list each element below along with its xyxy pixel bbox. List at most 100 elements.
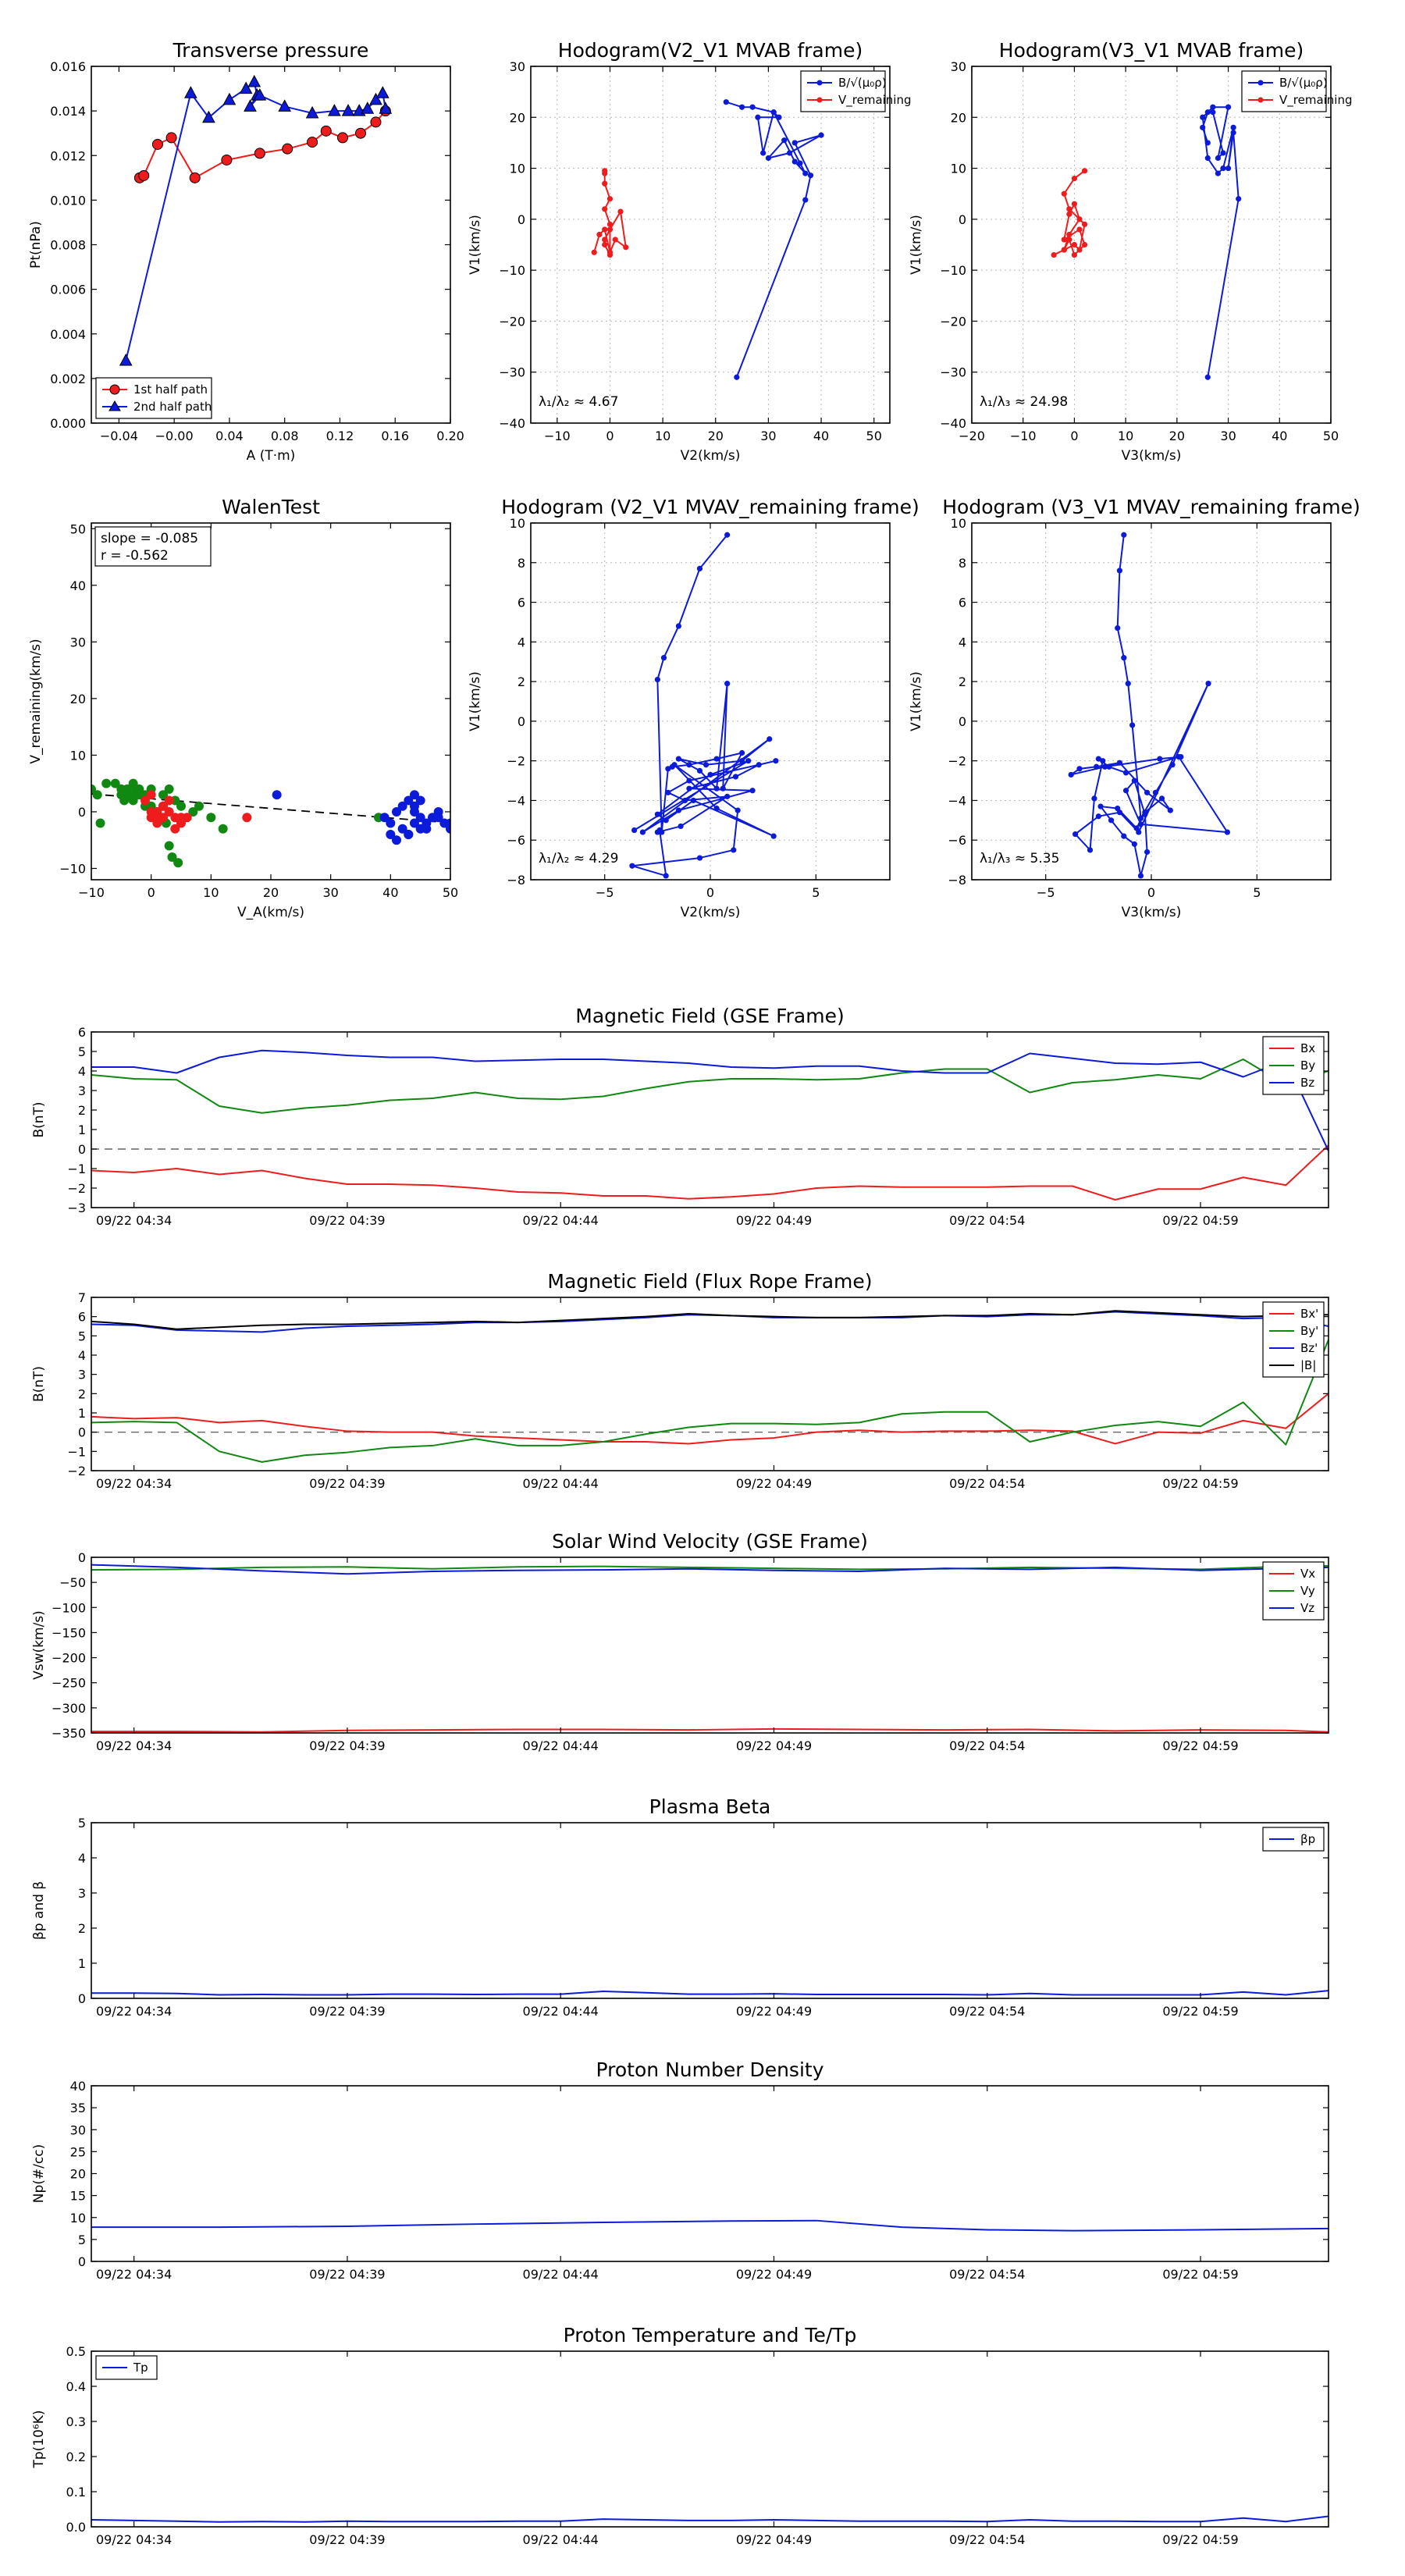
y-axis-label: V1(km/s) xyxy=(468,215,483,275)
y-tick-label: 30 xyxy=(510,59,525,74)
y-tick-label: −2 xyxy=(948,754,966,769)
data-point xyxy=(606,221,614,227)
data-point xyxy=(1167,807,1173,813)
y-axis-label: V1(km/s) xyxy=(909,671,924,731)
y-tick-label: −4 xyxy=(948,793,966,808)
x-tick-label: 09/22 04:34 xyxy=(96,1213,172,1228)
x-tick-label: 5 xyxy=(812,885,820,900)
series-line-0 xyxy=(91,2219,1329,2232)
data-point xyxy=(696,855,703,861)
data-point xyxy=(1116,568,1123,574)
x-tick-label: 40 xyxy=(1272,429,1287,443)
y-tick-label: 5 xyxy=(78,1816,86,1831)
chart-beta: 09/22 04:34 09/22 04:39 09/22 04:44 09/22 0… xyxy=(31,1795,1329,2019)
y-axis-label: Pt(nPa) xyxy=(28,221,44,269)
x-tick-label: 20 xyxy=(263,885,279,900)
y-tick-label: 6 xyxy=(959,596,966,610)
series-line-0 xyxy=(91,2515,1329,2523)
data-point xyxy=(379,101,393,114)
series-line-1 xyxy=(91,1059,1329,1114)
data-point xyxy=(802,170,809,176)
data-point xyxy=(128,795,138,806)
data-point xyxy=(738,758,745,764)
series-line-0 xyxy=(631,534,777,877)
x-tick-label: 40 xyxy=(382,885,398,900)
y-tick-label: 10 xyxy=(951,162,966,176)
data-point xyxy=(242,813,252,823)
data-point xyxy=(1200,124,1206,130)
x-tick-label: 09/22 04:39 xyxy=(309,1213,385,1228)
data-point xyxy=(1121,655,1127,661)
annotation-text: r = -0.562 xyxy=(101,548,169,564)
data-point xyxy=(392,835,401,845)
data-point xyxy=(665,766,671,772)
legend-marker xyxy=(1257,80,1264,86)
chart-tp: −0.04 −0.00 0.04 0.08 0.12 0.16 0.20 0.000 0.002… xyxy=(28,39,464,464)
y-tick-label: 20 xyxy=(70,2167,86,2182)
data-point xyxy=(791,158,798,165)
data-point xyxy=(606,196,614,202)
x-tick-label: 09/22 04:49 xyxy=(736,2532,812,2547)
axes-frame xyxy=(971,66,1332,424)
y-tick-label: 30 xyxy=(951,59,966,74)
data-point xyxy=(361,101,375,114)
data-point xyxy=(606,251,614,258)
y-tick-label: 2 xyxy=(518,674,525,689)
data-point xyxy=(1071,201,1078,207)
data-point xyxy=(422,824,432,834)
data-point xyxy=(1204,374,1211,380)
data-point xyxy=(802,197,809,203)
data-point xyxy=(176,801,186,811)
data-point xyxy=(1106,763,1112,770)
data-point xyxy=(1200,114,1206,120)
chart-tp2: 09/22 04:34 09/22 04:39 09/22 04:44 09/22 0… xyxy=(31,2324,1329,2547)
data-point xyxy=(776,114,782,120)
data-point xyxy=(1204,140,1211,146)
x-tick-label: 0 xyxy=(606,429,614,443)
data-point xyxy=(1071,241,1078,248)
y-tick-label: 30 xyxy=(70,635,86,649)
data-point xyxy=(732,774,739,780)
data-point xyxy=(1133,825,1140,831)
y-axis-label: Vsw(km/s) xyxy=(31,1610,47,1680)
x-tick-label: 10 xyxy=(1118,429,1133,443)
y-tick-label: 4 xyxy=(518,635,525,649)
x-tick-label: 50 xyxy=(443,885,458,900)
x-tick-label: 09/22 04:44 xyxy=(523,2267,599,2282)
legend-label: V_remaining xyxy=(1279,93,1353,108)
data-point xyxy=(222,92,237,105)
axes-frame xyxy=(91,1297,1329,1471)
y-tick-label: 0 xyxy=(959,212,966,227)
data-point xyxy=(1066,237,1072,243)
data-point xyxy=(119,353,133,366)
y-tick-label: −8 xyxy=(507,873,525,888)
data-point xyxy=(282,143,293,155)
data-point xyxy=(760,150,767,156)
data-point xyxy=(765,155,772,162)
x-tick-label: 09/22 04:34 xyxy=(96,2532,172,2547)
data-point xyxy=(1121,532,1127,538)
y-tick-label: 4 xyxy=(78,1064,86,1079)
data-point xyxy=(140,795,150,806)
data-point xyxy=(110,778,120,788)
legend-marker xyxy=(816,97,823,103)
y-tick-label: 30 xyxy=(70,2122,86,2137)
annotation-box xyxy=(94,526,212,567)
y-tick-label: −300 xyxy=(52,1701,86,1716)
y-tick-label: 0.3 xyxy=(66,2414,86,2429)
x-tick-label: −0.04 xyxy=(100,429,138,443)
y-tick-label: 0.000 xyxy=(50,416,86,431)
data-point xyxy=(1091,795,1097,802)
y-tick-label: −6 xyxy=(948,833,966,848)
data-point xyxy=(602,180,608,187)
legend-box xyxy=(800,70,886,112)
data-point xyxy=(379,813,389,823)
data-point xyxy=(202,110,215,123)
data-point xyxy=(602,226,608,233)
axes-frame xyxy=(91,1822,1329,1999)
data-point xyxy=(244,99,257,112)
x-tick-label: 09/22 04:59 xyxy=(1162,1738,1238,1753)
data-point xyxy=(756,762,762,768)
x-tick-label: 09/22 04:39 xyxy=(309,1476,385,1491)
y-tick-label: 0 xyxy=(518,714,525,729)
